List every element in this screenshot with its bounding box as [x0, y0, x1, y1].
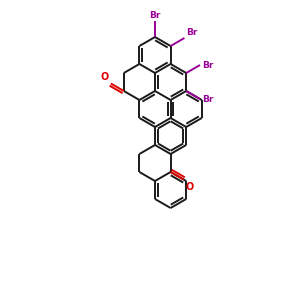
Text: Br: Br: [186, 28, 198, 37]
Text: O: O: [100, 71, 109, 82]
Text: O: O: [186, 182, 194, 191]
Text: Br: Br: [202, 94, 213, 103]
Text: Br: Br: [149, 11, 161, 20]
Text: Br: Br: [202, 61, 213, 70]
